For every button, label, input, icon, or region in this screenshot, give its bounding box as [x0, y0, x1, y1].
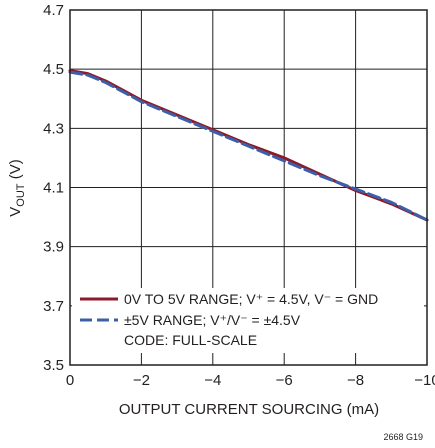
x-tick-label: 0 [66, 372, 74, 389]
y-tick-label: 4.1 [43, 180, 64, 197]
y-tick-labels: 3.5 3.7 3.9 4.1 4.3 4.5 4.7 [43, 2, 64, 374]
y-tick-label: 3.7 [43, 298, 64, 315]
x-tick-label: −10 [414, 372, 435, 389]
x-tick-labels: 0 −2 −4 −6 −8 −10 [66, 372, 435, 389]
x-tick-label: −8 [347, 372, 364, 389]
y-tick-label: 4.7 [43, 2, 64, 19]
y-tick-label: 4.3 [43, 120, 64, 137]
figure-id: 2668 G19 [383, 432, 423, 442]
y-tick-label: 3.5 [43, 357, 64, 374]
legend-label-series-1: 0V TO 5V RANGE; V⁺ = 4.5V, V⁻ = GND [124, 291, 378, 307]
legend-label-series-2: ±5V RANGE; V⁺/V⁻ = ±4.5V [124, 312, 301, 328]
legend-note: CODE: FULL-SCALE [124, 332, 257, 348]
series-line-2 [68, 70, 429, 222]
y-axis-label-subscript: OUT [15, 183, 27, 207]
y-axis-label-main: V [7, 207, 24, 217]
series-lines [68, 69, 429, 222]
x-tick-label: −4 [204, 372, 221, 389]
y-axis-label: VOUT (V) [7, 159, 27, 216]
y-axis-label-unit: (V) [7, 159, 24, 183]
legend-background [72, 288, 424, 353]
x-tick-label: −6 [276, 372, 293, 389]
legend: 0V TO 5V RANGE; V⁺ = 4.5V, V⁻ = GND ±5V … [72, 288, 424, 353]
x-tick-label: −2 [133, 372, 150, 389]
plot-area-frame [69, 9, 428, 366]
y-tick-label: 4.5 [43, 61, 64, 78]
x-axis-label: OUTPUT CURRENT SOURCING (mA) [119, 401, 379, 418]
y-tick-label: 3.9 [43, 239, 64, 256]
